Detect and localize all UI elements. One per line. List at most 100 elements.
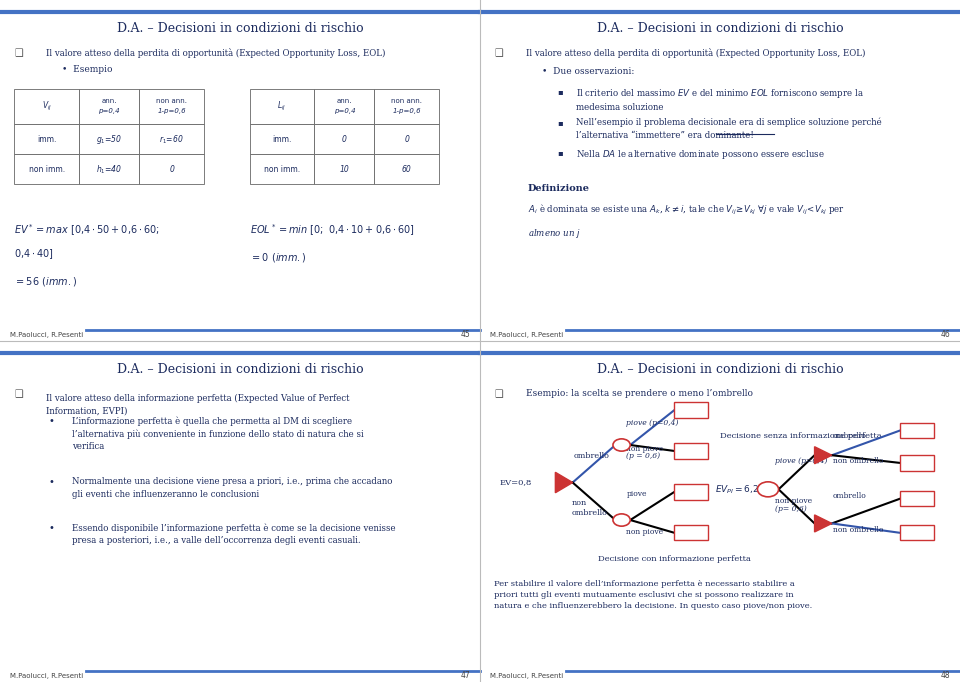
Text: 7: 7 xyxy=(688,529,694,537)
Bar xyxy=(900,491,933,506)
Text: $r_1$=60: $r_1$=60 xyxy=(159,133,184,146)
Text: Normalmente una decisione viene presa a priori, i.e., prima che accadano
gli eve: Normalmente una decisione viene presa a … xyxy=(72,477,393,499)
Text: non imm.: non imm. xyxy=(29,165,65,174)
Text: -2: -2 xyxy=(686,447,696,456)
Text: piove: piove xyxy=(626,490,647,499)
Text: $EV^* = max\ [0{,}4\cdot 50+0{,}6\cdot 60;$: $EV^* = max\ [0{,}4\cdot 50+0{,}6\cdot 6… xyxy=(14,222,160,238)
Text: Nella $DA$ le alternative dominate possono essere escluse: Nella $DA$ le alternative dominate posso… xyxy=(576,149,825,162)
Text: 48: 48 xyxy=(941,671,950,681)
Text: M.Paolucci, R.Pesenti: M.Paolucci, R.Pesenti xyxy=(10,673,83,679)
Text: ann.: ann. xyxy=(337,98,352,104)
Text: 1-p=0,6: 1-p=0,6 xyxy=(157,108,186,114)
Bar xyxy=(674,525,708,540)
Polygon shape xyxy=(555,472,572,492)
Text: ❑: ❑ xyxy=(494,48,503,58)
Text: piove (p=0,4): piove (p=0,4) xyxy=(626,419,679,427)
Text: ❑: ❑ xyxy=(494,389,503,399)
Text: Decisione con informazione perfetta: Decisione con informazione perfetta xyxy=(597,555,751,563)
Text: Il valore atteso della informazione perfetta (Expected Value of Perfect
Informat: Il valore atteso della informazione perf… xyxy=(46,394,349,415)
Text: Il valore atteso della perdita di opportunità (Expected Opportunity Loss, EOL): Il valore atteso della perdita di opport… xyxy=(46,48,385,58)
Text: •: • xyxy=(48,416,54,426)
Text: imm.: imm. xyxy=(37,135,57,144)
Text: ▪: ▪ xyxy=(557,117,563,127)
Text: (p = 0,6): (p = 0,6) xyxy=(626,452,660,460)
Text: imm.: imm. xyxy=(273,135,292,144)
Text: Essendo disponibile l’informazione perfetta è come se la decisione venisse
presa: Essendo disponibile l’informazione perfe… xyxy=(72,524,396,546)
Bar xyxy=(250,154,315,184)
Text: ❑: ❑ xyxy=(14,48,23,58)
Circle shape xyxy=(757,481,779,496)
Bar xyxy=(79,124,139,154)
Bar xyxy=(900,423,933,439)
Text: $g_1$=50: $g_1$=50 xyxy=(96,133,122,146)
Text: ▪: ▪ xyxy=(557,87,563,96)
Circle shape xyxy=(613,514,630,527)
Text: p=0,4: p=0,4 xyxy=(333,108,355,114)
Text: p=0,4: p=0,4 xyxy=(98,108,120,114)
Text: M.Paolucci, R.Pesenti: M.Paolucci, R.Pesenti xyxy=(490,673,563,679)
Text: (p= 0,6): (p= 0,6) xyxy=(776,505,807,514)
Text: non: non xyxy=(571,499,587,507)
Text: almeno un $j$: almeno un $j$ xyxy=(528,226,581,240)
Text: $EV_{PI}=6{,}2$: $EV_{PI}=6{,}2$ xyxy=(715,483,759,496)
Text: $A_i$ è dominata se esiste una $A_k$, $k\neq i$, tale che $V_{ij}\!\geq\!V_{kj}\: $A_i$ è dominata se esiste una $A_k$, $k… xyxy=(528,203,845,217)
Text: $V_{ij}$: $V_{ij}$ xyxy=(41,100,52,113)
Bar xyxy=(250,124,315,154)
Text: 46: 46 xyxy=(941,330,950,340)
Text: EV=0,8: EV=0,8 xyxy=(499,479,532,486)
Bar xyxy=(139,154,204,184)
Text: 45: 45 xyxy=(461,330,470,340)
Text: 0: 0 xyxy=(169,165,174,174)
Text: non ann.: non ann. xyxy=(392,98,422,104)
Text: M.Paolucci, R.Pesenti: M.Paolucci, R.Pesenti xyxy=(10,332,83,338)
Text: -10: -10 xyxy=(684,488,699,496)
Text: $EOL^* = min\ [0;\ 0{,}4\cdot 10+0{,}6\cdot 60]$: $EOL^* = min\ [0;\ 0{,}4\cdot 10+0{,}6\c… xyxy=(250,222,415,238)
Bar xyxy=(14,89,80,124)
Bar xyxy=(79,154,139,184)
Text: D.A. – Decisioni in condizioni di rischio: D.A. – Decisioni in condizioni di rischi… xyxy=(117,23,363,35)
Bar xyxy=(250,89,315,124)
Text: non ann.: non ann. xyxy=(156,98,187,104)
Circle shape xyxy=(613,439,630,451)
Bar xyxy=(900,456,933,471)
Text: Definizione: Definizione xyxy=(528,184,590,193)
Text: non piove: non piove xyxy=(626,528,663,536)
Bar xyxy=(674,484,708,499)
Bar xyxy=(674,402,708,417)
Bar xyxy=(900,525,933,540)
Text: ❑: ❑ xyxy=(14,389,23,399)
Text: 5: 5 xyxy=(688,406,694,415)
Text: Decisione senza informazione perfetta: Decisione senza informazione perfetta xyxy=(720,432,881,441)
Text: non ombrello: non ombrello xyxy=(832,526,883,533)
Text: 1-p=0,6: 1-p=0,6 xyxy=(393,108,421,114)
Text: Per stabilire il valore dell’informazione perfetta è necessario stabilire a
prio: Per stabilire il valore dell’informazion… xyxy=(494,580,813,610)
Bar xyxy=(674,443,708,458)
Bar xyxy=(315,89,374,124)
Text: non piove: non piove xyxy=(776,497,812,505)
Text: L’informazione perfetta è quella che permetta al DM di scegliere
l’alternativa p: L’informazione perfetta è quella che per… xyxy=(72,416,364,451)
Bar xyxy=(14,124,80,154)
Bar xyxy=(139,89,204,124)
Text: 60: 60 xyxy=(402,165,412,174)
Text: $= 0\ (imm.)$: $= 0\ (imm.)$ xyxy=(250,251,306,264)
Text: Il criterio del massimo $EV$ e del minimo $EOL$ forniscono sempre la
medesima so: Il criterio del massimo $EV$ e del minim… xyxy=(576,87,864,113)
Text: non ombrello: non ombrello xyxy=(832,458,883,465)
Text: Il valore atteso della perdita di opportunità (Expected Opportunity Loss, EOL): Il valore atteso della perdita di opport… xyxy=(526,48,865,58)
Text: M.Paolucci, R.Pesenti: M.Paolucci, R.Pesenti xyxy=(490,332,563,338)
Text: piove (p=0,4): piove (p=0,4) xyxy=(776,457,828,465)
Text: D.A. – Decisioni in condizioni di rischio: D.A. – Decisioni in condizioni di rischi… xyxy=(117,364,363,376)
Text: 5: 5 xyxy=(914,426,920,435)
Polygon shape xyxy=(814,515,831,532)
Text: ombrello: ombrello xyxy=(832,432,867,441)
Text: D.A. – Decisioni in condizioni di rischio: D.A. – Decisioni in condizioni di rischi… xyxy=(597,364,843,376)
Bar xyxy=(374,124,440,154)
Bar xyxy=(315,154,374,184)
Text: ▪: ▪ xyxy=(557,149,563,158)
Text: non piove: non piove xyxy=(626,445,663,453)
Text: -10: -10 xyxy=(909,458,924,467)
Text: ombrello: ombrello xyxy=(832,492,867,500)
Text: 7: 7 xyxy=(914,529,920,537)
Text: $= 56\ (imm.)$: $= 56\ (imm.)$ xyxy=(14,275,78,288)
Text: $0{,}4\cdot 40]$: $0{,}4\cdot 40]$ xyxy=(14,247,55,261)
Text: 0: 0 xyxy=(342,135,347,144)
